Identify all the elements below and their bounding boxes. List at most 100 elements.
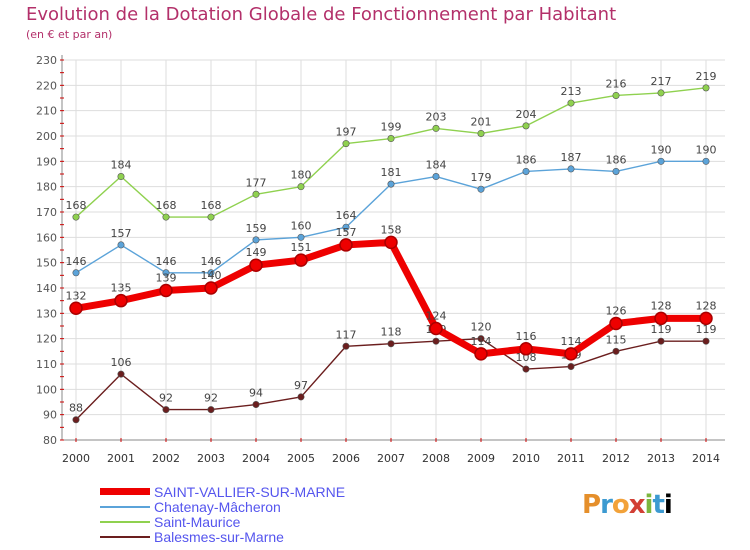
y-tick-label: 120 [36,333,57,346]
data-point [207,269,215,277]
data-point [477,185,485,193]
legend-item-balesmes[interactable]: Balesmes-sur-Marne [100,528,345,545]
data-point [657,337,665,345]
data-label: 94 [249,387,263,400]
data-point [162,213,170,221]
data-label: 97 [294,379,308,392]
y-tick-label: 190 [36,155,57,168]
data-point [297,393,305,401]
data-point [567,165,575,173]
data-label: 106 [111,356,132,369]
data-point [522,365,530,373]
data-point [159,283,173,298]
data-label: 88 [69,402,83,415]
data-point [387,135,395,143]
y-tick-label: 100 [36,383,57,396]
legend-swatch [100,505,150,508]
data-point [477,129,485,137]
y-tick-label: 210 [36,105,57,118]
y-tick-label: 80 [43,434,57,447]
data-label: 157 [336,226,357,239]
data-label: 114 [561,335,582,348]
data-label: 146 [66,255,87,268]
data-point [294,253,308,267]
legend-item-saint-maurice[interactable]: Saint-Maurice [100,514,345,530]
chart-subtitle: (en € et par an) [26,28,113,41]
data-point [384,235,398,250]
data-label: 168 [66,199,87,212]
data-point [252,236,260,244]
data-point [702,157,710,165]
data-label: 146 [156,255,177,268]
y-tick-label: 200 [36,130,57,143]
y-tick-label: 140 [36,282,57,295]
data-label: 92 [159,392,173,405]
data-label: 160 [291,219,312,232]
data-point [297,233,305,241]
data-label: 164 [336,209,357,222]
data-label: 216 [606,77,627,90]
data-label: 119 [651,323,672,336]
data-point [657,89,665,97]
data-point [387,340,395,348]
chart-title: Evolution de la Dotation Globale de Fonc… [26,4,617,25]
data-label: 135 [111,282,132,295]
data-point [567,99,575,107]
proxiti-logo: Proxiti [582,490,673,520]
data-point [162,406,170,414]
legend-swatch [100,488,150,495]
legend-item-saint-vallier[interactable]: SAINT-VALLIER-SUR-MARNE [100,484,345,500]
legend-item-chatenay[interactable]: Chatenay-Mâcheron [100,499,345,515]
data-point [117,173,125,181]
data-point [69,301,83,316]
data-point [432,173,440,181]
data-point [252,401,260,409]
data-point [342,223,350,231]
data-point [432,124,440,132]
y-tick-label: 170 [36,206,57,219]
data-point [204,281,218,295]
data-point [612,347,620,355]
data-label: 181 [381,166,402,179]
data-label: 184 [111,159,132,172]
x-tick-label: 2007 [377,452,405,465]
legend-label: Balesmes-sur-Marne [154,528,284,545]
data-point [252,190,260,198]
data-label: 186 [516,153,537,166]
data-label: 120 [471,321,492,334]
data-label: 116 [516,330,537,343]
data-label: 203 [426,110,447,123]
data-label: 204 [516,108,537,121]
data-label: 151 [291,241,312,254]
data-label: 168 [156,199,177,212]
x-tick-label: 2005 [287,452,315,465]
data-point [207,213,215,221]
x-tick-label: 2012 [602,452,630,465]
x-tick-label: 2006 [332,452,360,465]
x-tick-label: 2011 [557,452,585,465]
x-tick-label: 2002 [152,452,180,465]
data-point [72,416,80,424]
data-point [342,140,350,148]
data-point [249,258,263,272]
y-tick-label: 110 [36,358,57,371]
data-label: 114 [471,335,492,348]
y-tick-label: 160 [36,231,57,244]
x-tick-label: 2001 [107,452,135,465]
data-label: 92 [204,392,218,405]
data-point [609,316,623,331]
data-point [339,238,353,252]
y-tick-label: 220 [36,79,57,92]
y-tick-label: 180 [36,181,57,194]
data-label: 119 [696,323,717,336]
data-label: 124 [426,310,447,323]
data-label: 168 [201,199,222,212]
data-label: 184 [426,159,447,172]
data-point [699,311,713,326]
data-point [654,311,668,326]
data-point [162,269,170,277]
data-label: 140 [201,269,222,282]
data-point [114,293,128,308]
data-label: 197 [336,126,357,139]
